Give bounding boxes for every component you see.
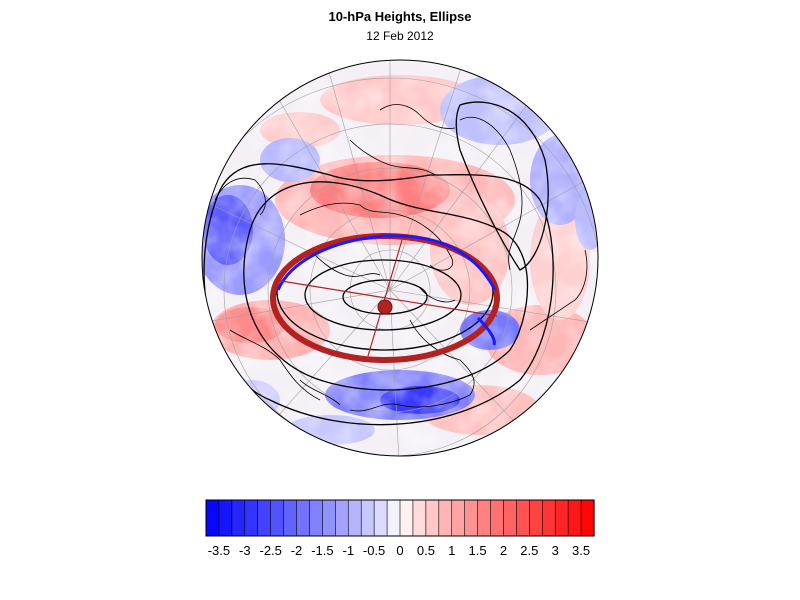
colorbar-cell xyxy=(373,499,388,537)
colorbar-cell xyxy=(218,499,233,537)
colorbar-cell xyxy=(438,499,453,537)
colorbar-cell xyxy=(529,499,543,537)
colorbar-cell xyxy=(477,499,492,537)
colorbar-cell xyxy=(451,499,466,537)
colorbar-cell xyxy=(335,499,349,537)
colorbar-cell xyxy=(425,499,440,537)
colorbar-cell xyxy=(309,499,324,537)
colorbar-cell xyxy=(516,499,530,537)
globe-outline xyxy=(201,59,599,457)
map-date: 12 Feb 2012 xyxy=(366,29,434,43)
colorbar-cell xyxy=(244,499,259,537)
colorbar-cell xyxy=(580,499,595,537)
colorbar-cell xyxy=(386,499,401,537)
colorbar-cell xyxy=(347,499,362,537)
colorbar-cell xyxy=(503,499,518,537)
coastlines xyxy=(214,104,588,412)
colorbar-cell xyxy=(412,499,427,537)
colorbar-cell xyxy=(296,499,311,537)
colorbar-cell xyxy=(270,499,285,537)
colorbar-cell xyxy=(490,499,505,537)
vortex-center-marker xyxy=(377,299,393,315)
colorbar-cell xyxy=(464,499,479,537)
graticule xyxy=(202,60,598,456)
colorbar-cell xyxy=(322,499,336,537)
colorbar-cell xyxy=(567,499,582,537)
colorbar-cell xyxy=(283,499,298,537)
colorbar-cell xyxy=(360,499,375,537)
colorbar-cell xyxy=(399,499,414,537)
colorbar-cell xyxy=(231,499,246,537)
colorbar-cell xyxy=(541,499,556,537)
colorbar-cell xyxy=(257,499,272,537)
colorbar-cell xyxy=(205,499,220,537)
map-title: 10-hPa Heights, Ellipse xyxy=(328,9,472,24)
colorbar-cell xyxy=(554,499,569,537)
vortex-ellipse xyxy=(270,233,500,363)
